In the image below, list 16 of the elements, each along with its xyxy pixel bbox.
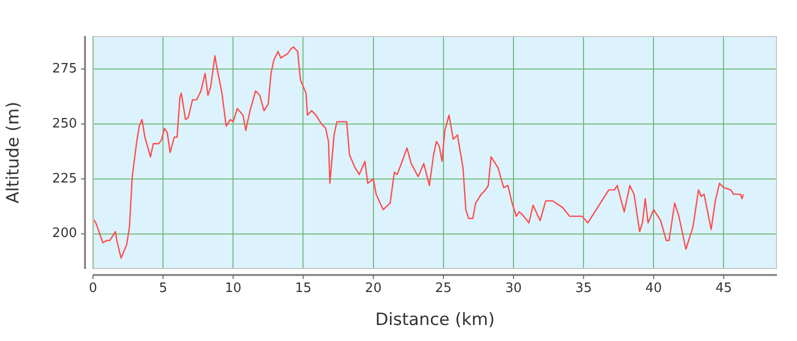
y-tick-label: 250 (52, 116, 77, 132)
x-tick-label: 30 (505, 281, 522, 296)
x-tick-label: 20 (365, 281, 382, 296)
x-tick-label: 45 (715, 281, 732, 296)
x-tick-label: 0 (88, 281, 98, 296)
x-tick-label: 40 (645, 281, 662, 296)
y-tick-label: 275 (52, 61, 77, 76)
x-tick-label: 35 (575, 281, 592, 296)
x-axis-title: Distance (km) (375, 310, 495, 330)
x-tick-label: 15 (294, 281, 312, 296)
x-tick-label: 10 (224, 281, 242, 296)
x-tick-label: 5 (158, 281, 168, 296)
y-axis-title: Altitude (m) (4, 102, 24, 204)
x-tick-label: 25 (435, 281, 452, 296)
y-tick-label: 225 (52, 171, 77, 186)
y-tick-label: 200 (52, 226, 77, 242)
